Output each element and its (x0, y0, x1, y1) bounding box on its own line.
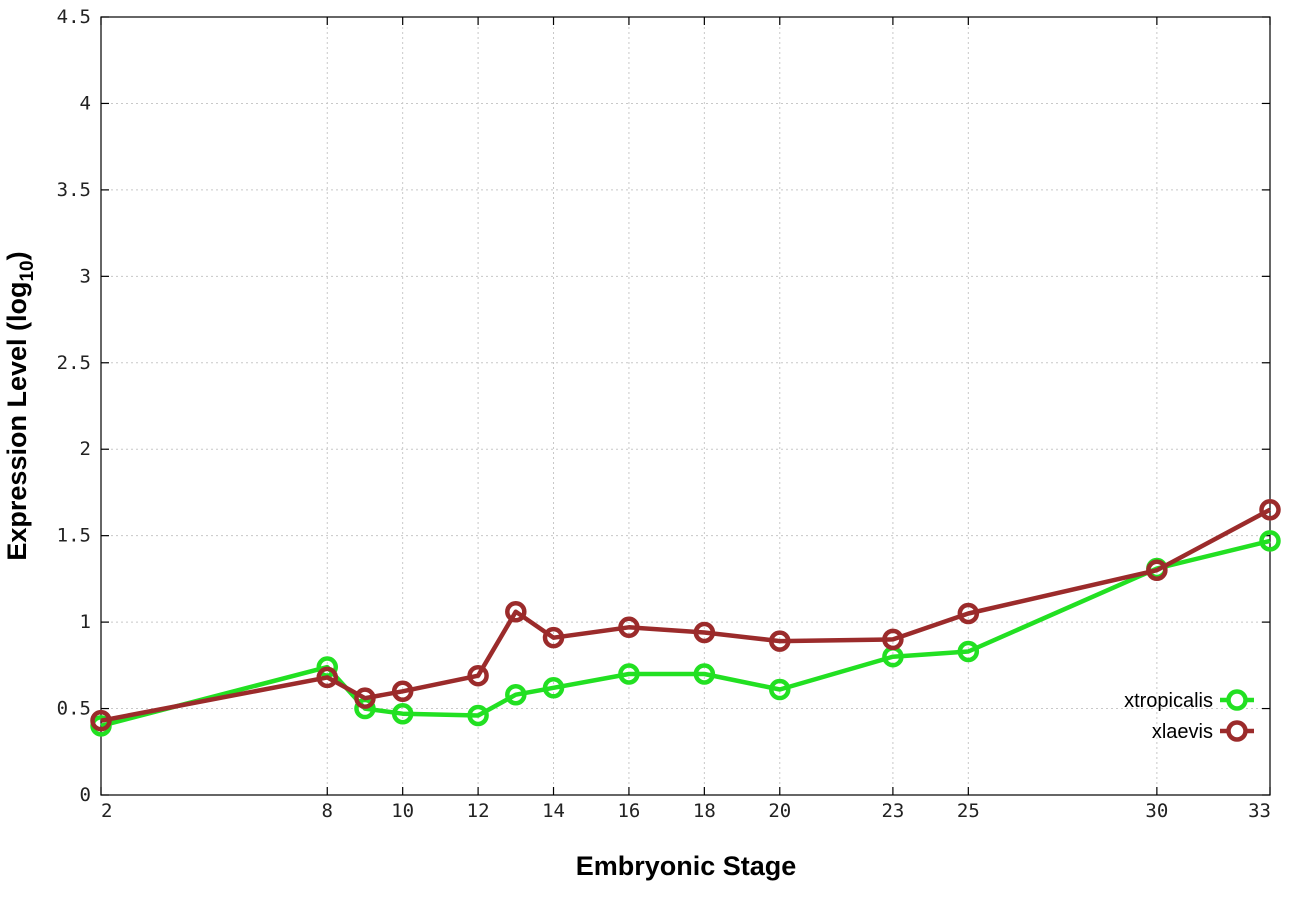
data-point-xlaevis (882, 628, 904, 651)
data-point-xlaevis (391, 680, 414, 703)
x-tick-label: 2 (101, 800, 112, 822)
data-point-xlaevis (316, 666, 339, 689)
series-group (90, 498, 1281, 737)
x-tick-label: 20 (768, 800, 791, 822)
data-point-xlaevis (769, 630, 791, 652)
data-point-xtropicalis (618, 663, 640, 685)
y-tick-label: 0 (80, 784, 91, 806)
plot-frame (100, 16, 1271, 796)
y-tick-label: 1.5 (57, 525, 91, 547)
y-axis-title-subscript: 10 (17, 260, 38, 281)
data-point-xlaevis (618, 616, 640, 639)
data-point-xlaevis (354, 687, 376, 709)
y-tick-label: 3 (80, 265, 91, 287)
y-tick-label: 2.5 (57, 352, 91, 374)
x-tick-label: 16 (617, 800, 640, 822)
data-point-xlaevis (957, 602, 980, 625)
data-point-xlaevis (467, 664, 489, 687)
data-point-xtropicalis (391, 702, 414, 725)
data-point-xlaevis (505, 600, 527, 623)
y-axis-title: Expression Level (log10) (2, 251, 38, 560)
y-axis-title-main: Expression Level (log (2, 282, 32, 561)
y-axis-title-close: ) (2, 251, 32, 260)
data-point-xlaevis (542, 626, 565, 649)
x-tick-label: 8 (322, 800, 333, 822)
y-tick-label: 0.5 (57, 698, 91, 720)
series-xlaevis (90, 498, 1281, 732)
data-point-xlaevis (693, 621, 716, 644)
x-tick-label: 23 (881, 800, 904, 822)
x-axis-title: Embryonic Stage (576, 851, 797, 881)
data-point-xtropicalis (467, 704, 489, 727)
y-tick-label: 4.5 (57, 6, 91, 28)
data-point-xtropicalis (693, 663, 716, 685)
data-point-xtropicalis (542, 677, 565, 699)
x-tick-label: 14 (542, 800, 565, 822)
data-point-xtropicalis (1259, 530, 1281, 552)
series-line-xlaevis (100, 507, 1272, 723)
y-tick-label: 1 (80, 611, 91, 633)
legend-label-xlaevis: xlaevis (1152, 721, 1213, 743)
data-point-xlaevis (90, 709, 112, 732)
x-tick-label: 10 (391, 800, 414, 822)
x-tick-label: 30 (1145, 800, 1168, 822)
legend-swatch-marker-xtropicalis (1226, 689, 1248, 711)
data-point-xlaevis (1146, 559, 1168, 581)
data-point-xtropicalis (957, 640, 980, 663)
y-tick-label: 2 (80, 438, 91, 460)
legend: xtropicalis xlaevis (1124, 689, 1254, 743)
data-point-xlaevis (1259, 498, 1281, 521)
data-point-xtropicalis (505, 683, 527, 706)
y-tick-label: 4 (80, 92, 91, 114)
axis-ticks: 0 0.5 1 1.5 2 2.5 3 3.5 4 4.5 2 8 10 12 14 16 18 20 23 25 30… (57, 6, 1271, 822)
x-tick-label: 25 (957, 800, 980, 822)
x-tick-label: 33 (1248, 800, 1271, 822)
legend-label-xtropicalis: xtropicalis (1124, 690, 1213, 712)
legend-swatch-marker-xlaevis (1226, 720, 1248, 742)
x-tick-label: 18 (693, 800, 716, 822)
x-tick-label: 12 (467, 800, 490, 822)
y-tick-label: 3.5 (57, 179, 91, 201)
data-point-xtropicalis (769, 678, 791, 701)
